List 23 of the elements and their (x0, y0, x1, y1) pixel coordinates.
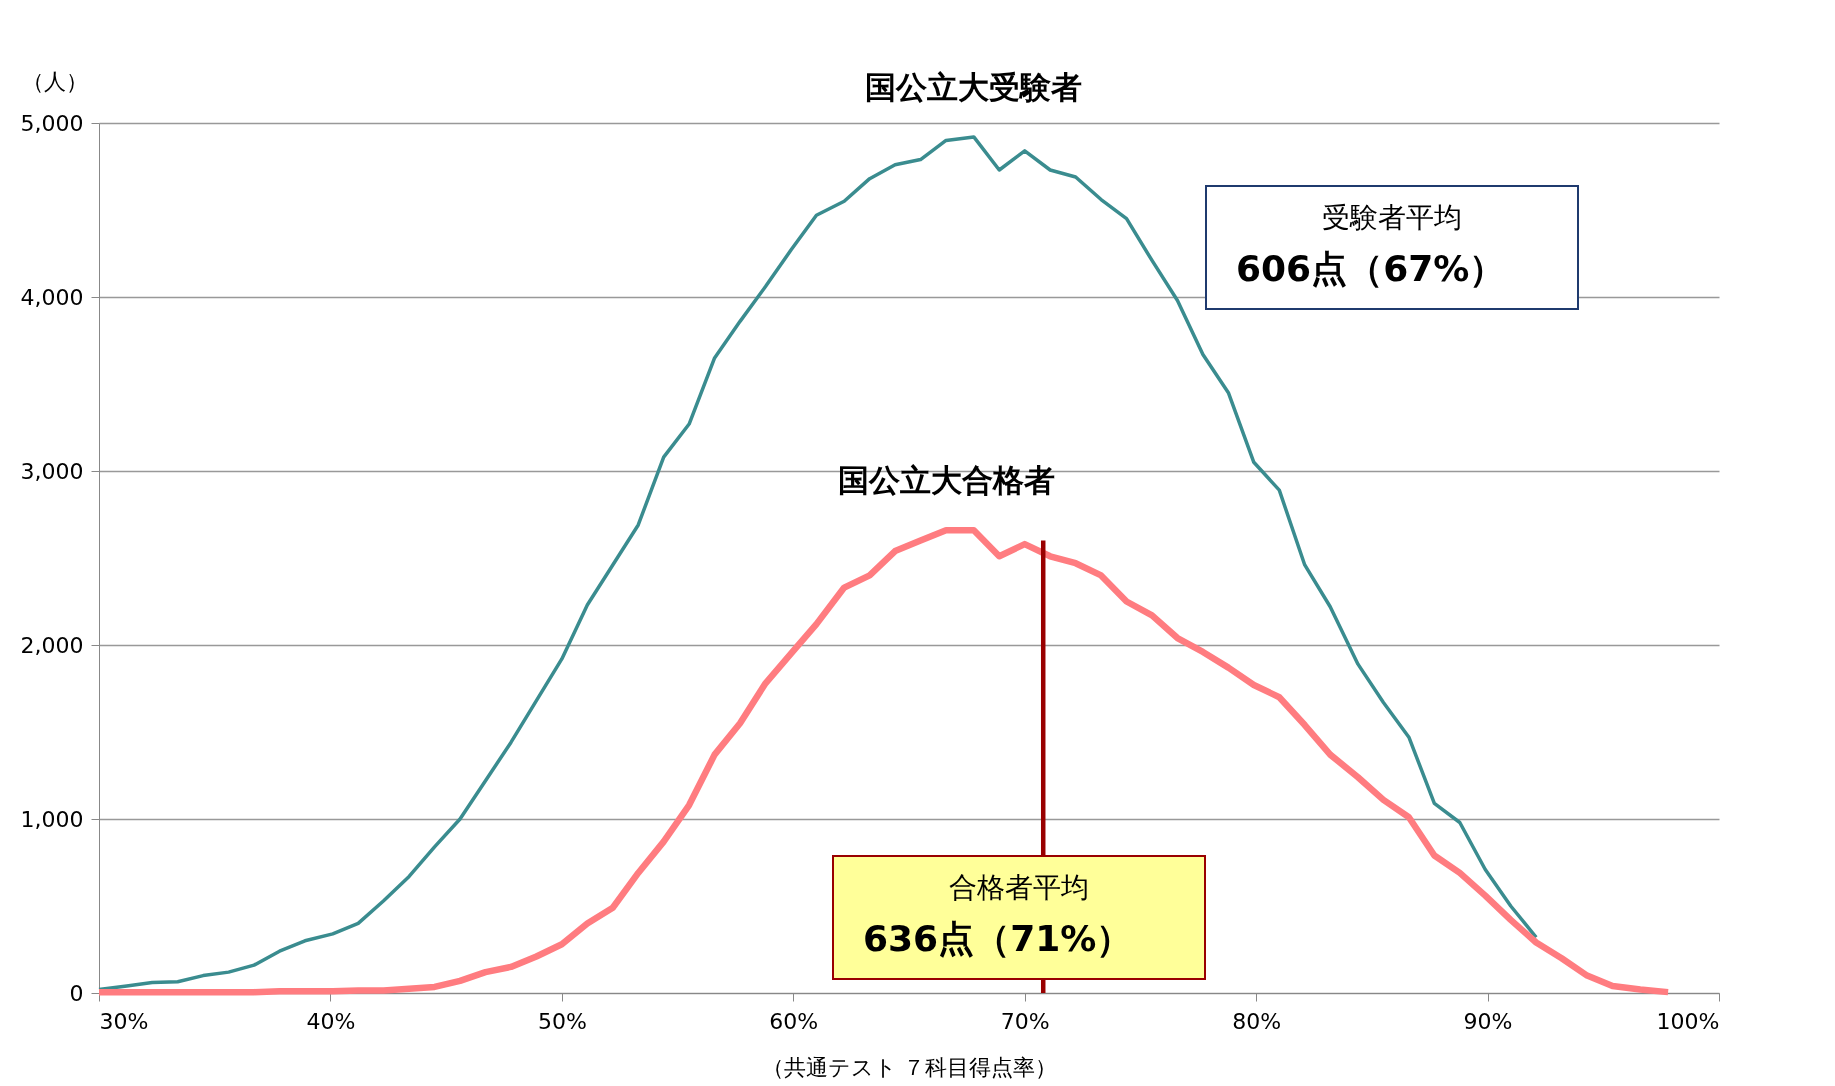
y-tick-label: 4,000 (20, 284, 84, 310)
x-tick-label: 60% (769, 1008, 819, 1034)
y-tick-label: 3,000 (20, 458, 84, 484)
x-tick-label: 100% (1656, 1008, 1720, 1034)
x-tick-label: 90% (1463, 1008, 1513, 1034)
y-tick-label: 0 (69, 980, 84, 1006)
x-tick-label: 40% (306, 1008, 356, 1034)
annotation: 合格者平均 (949, 871, 1089, 904)
x-tick-label: 30% (99, 1008, 149, 1034)
series-label: 国公立大受験者 (865, 68, 1083, 105)
x-tick-label: 50% (537, 1008, 587, 1034)
x-axis-title: （共通テスト ７科目得点率） (761, 1054, 1058, 1080)
x-tick-label: 80% (1232, 1008, 1282, 1034)
y-axis-title: （人） (21, 68, 88, 94)
x-tick-label: 70% (1000, 1008, 1050, 1034)
annotation: 636点（71%） (863, 918, 1133, 959)
annotation: 606点（67%） (1236, 248, 1506, 289)
annotation: 受験者平均 (1322, 201, 1462, 234)
line-series (97, 135, 1538, 992)
y-tick-label: 5,000 (20, 110, 84, 136)
y-tick-label: 1,000 (20, 806, 84, 832)
series-label: 国公立大合格者 (837, 462, 1055, 499)
y-tick-label: 2,000 (20, 632, 84, 658)
